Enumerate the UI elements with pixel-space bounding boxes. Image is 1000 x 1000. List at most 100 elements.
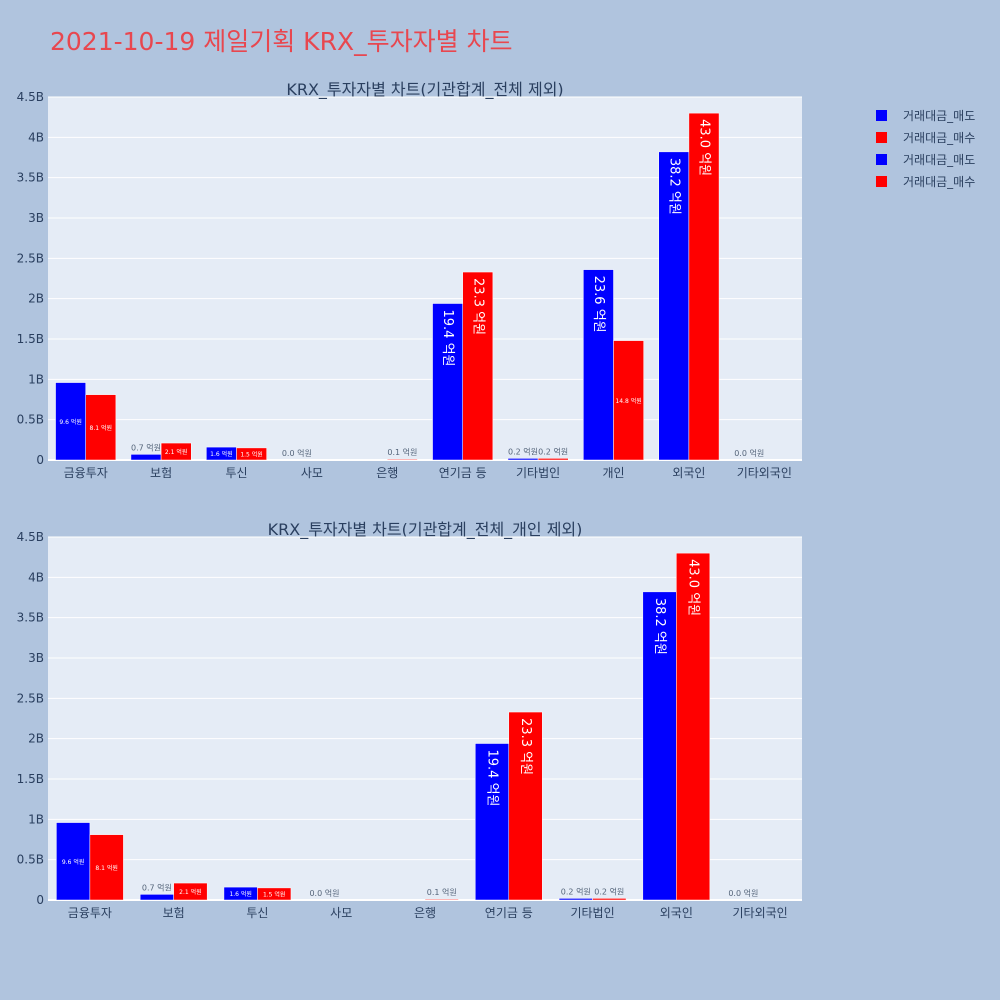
- page-title: 2021-10-19 제일기획 KRX_투자자별 차트: [50, 27, 513, 56]
- data-label: 9.6 억원: [59, 418, 82, 426]
- x-tick-label: 기타법인: [570, 906, 614, 920]
- data-label: 0.1 억원: [427, 887, 457, 897]
- y-tick-label: 2.5B: [17, 691, 44, 705]
- x-tick-label: 사모: [301, 466, 323, 480]
- x-tick-label: 개인: [602, 466, 624, 480]
- data-label: 2.1 억원: [165, 448, 188, 456]
- data-label: 0.7 억원: [142, 882, 172, 892]
- bar-buy[interactable]: [160, 442, 192, 461]
- bar-buy[interactable]: [462, 271, 494, 461]
- data-label: 0.1 억원: [387, 447, 417, 457]
- y-tick-label: 3.5B: [17, 611, 44, 625]
- legend-swatch: [876, 153, 887, 165]
- data-label: 0.0 억원: [309, 888, 339, 898]
- bar-buy[interactable]: [676, 552, 711, 901]
- legend-item[interactable]: 거래대금_매수: [876, 126, 975, 148]
- data-label: 19.4 억원: [485, 750, 500, 807]
- x-tick-label: 투신: [225, 466, 247, 480]
- x-tick-label: 금융투자: [68, 906, 112, 920]
- bar-sell[interactable]: [583, 269, 614, 461]
- legend: 거래대금_매도 거래대금_매수 거래대금_매도 거래대금_매수: [876, 104, 975, 192]
- bar-buy[interactable]: [424, 898, 459, 901]
- data-label: 2.1 억원: [179, 888, 202, 896]
- x-tick-label: 기타법인: [516, 466, 560, 480]
- legend-swatch: [876, 109, 887, 121]
- legend-item[interactable]: 거래대금_매수: [876, 170, 975, 192]
- legend-item[interactable]: 거래대금_매도: [876, 148, 975, 170]
- data-label: 23.3 억원: [518, 718, 533, 775]
- data-label: 1.6 억원: [210, 450, 233, 458]
- data-label: 14.8 억원: [615, 397, 641, 405]
- bar-sell[interactable]: [558, 898, 593, 901]
- bar-buy[interactable]: [592, 898, 627, 901]
- y-tick-label: 4B: [28, 570, 44, 584]
- x-tick-label: 보험: [163, 906, 185, 920]
- data-label: 23.6 억원: [591, 276, 606, 333]
- bar-sell[interactable]: [507, 458, 539, 461]
- x-tick-label: 투신: [246, 906, 268, 920]
- y-tick-label: 2B: [28, 732, 44, 746]
- legend-swatch: [876, 131, 887, 143]
- y-tick-label: 0.5B: [17, 853, 44, 867]
- bar-buy[interactable]: [387, 458, 418, 461]
- chart-title: KRX_투자자별 차트(기관합계_전체_개인 제외): [268, 520, 583, 540]
- data-label: 38.2 억원: [652, 598, 667, 655]
- bar-sell[interactable]: [475, 743, 510, 901]
- y-tick-label: 3B: [28, 651, 44, 665]
- legend-label: 거래대금_매수: [903, 130, 976, 145]
- x-tick-label: 은행: [414, 905, 436, 920]
- bar-sell[interactable]: [658, 151, 690, 461]
- data-label: 8.1 억원: [95, 864, 118, 872]
- data-label: 0.2 억원: [508, 446, 538, 456]
- legend-label: 거래대금_매수: [903, 174, 976, 189]
- data-label: 43.0 억원: [686, 559, 701, 616]
- bar-sell[interactable]: [642, 591, 677, 901]
- data-label: 0.0 억원: [282, 448, 312, 458]
- bar-buy[interactable]: [537, 458, 569, 461]
- bar-buy[interactable]: [85, 394, 117, 461]
- y-tick-label: 2.5B: [17, 251, 44, 265]
- bar-buy[interactable]: [173, 882, 208, 901]
- y-tick-label: 2B: [28, 292, 44, 306]
- bar-buy[interactable]: [257, 887, 292, 901]
- data-label: 43.0 억원: [696, 119, 711, 176]
- data-label: 19.4 억원: [440, 310, 455, 367]
- bar-sell[interactable]: [55, 382, 86, 461]
- legend-label: 거래대금_매도: [903, 108, 976, 123]
- data-label: 1.6 억원: [229, 890, 252, 898]
- data-label: 0.0 억원: [728, 888, 758, 898]
- data-label: 1.5 억원: [240, 450, 263, 458]
- x-tick-label: 사모: [330, 906, 352, 920]
- data-label: 8.1 억원: [90, 424, 113, 432]
- y-tick-label: 1B: [28, 812, 44, 826]
- y-tick-label: 0: [36, 893, 44, 907]
- x-tick-label: 보험: [150, 466, 172, 480]
- data-label: 0.2 억원: [538, 446, 568, 456]
- x-tick-label: 연기금 등: [485, 906, 533, 920]
- chart-title: KRX_투자자별 차트(기관합계_전체 제외): [286, 80, 563, 100]
- data-label: 0.2 억원: [594, 886, 624, 896]
- data-label: 0.0 억원: [734, 448, 764, 458]
- y-tick-label: 1B: [28, 372, 44, 386]
- bar-buy[interactable]: [89, 834, 124, 901]
- y-tick-label: 1.5B: [17, 332, 44, 346]
- legend-item[interactable]: 거래대금_매도: [876, 104, 975, 126]
- y-tick-label: 1.5B: [17, 772, 44, 786]
- bar-sell[interactable]: [139, 894, 174, 901]
- y-tick-label: 0.5B: [17, 413, 44, 427]
- y-tick-label: 3.5B: [17, 171, 44, 185]
- data-label: 0.2 억원: [561, 886, 591, 896]
- chart-panel-2: KRX_투자자별 차트(기관합계_전체_개인 제외) 0 0.5B 1B 1.5B 2B 2…: [17, 520, 802, 920]
- data-label: 0.7 억원: [131, 442, 161, 452]
- x-tick-label: 은행: [376, 465, 398, 480]
- bar-sell[interactable]: [130, 454, 162, 461]
- x-tick-label: 기타외국인: [733, 906, 788, 920]
- x-tick-label: 금융투자: [64, 466, 108, 480]
- bar-buy[interactable]: [508, 711, 543, 901]
- x-tick-label: 외국인: [660, 906, 693, 920]
- bar-buy[interactable]: [613, 340, 644, 461]
- bar-buy[interactable]: [688, 112, 720, 461]
- legend-label: 거래대금_매도: [903, 152, 976, 167]
- bar-buy[interactable]: [236, 447, 267, 461]
